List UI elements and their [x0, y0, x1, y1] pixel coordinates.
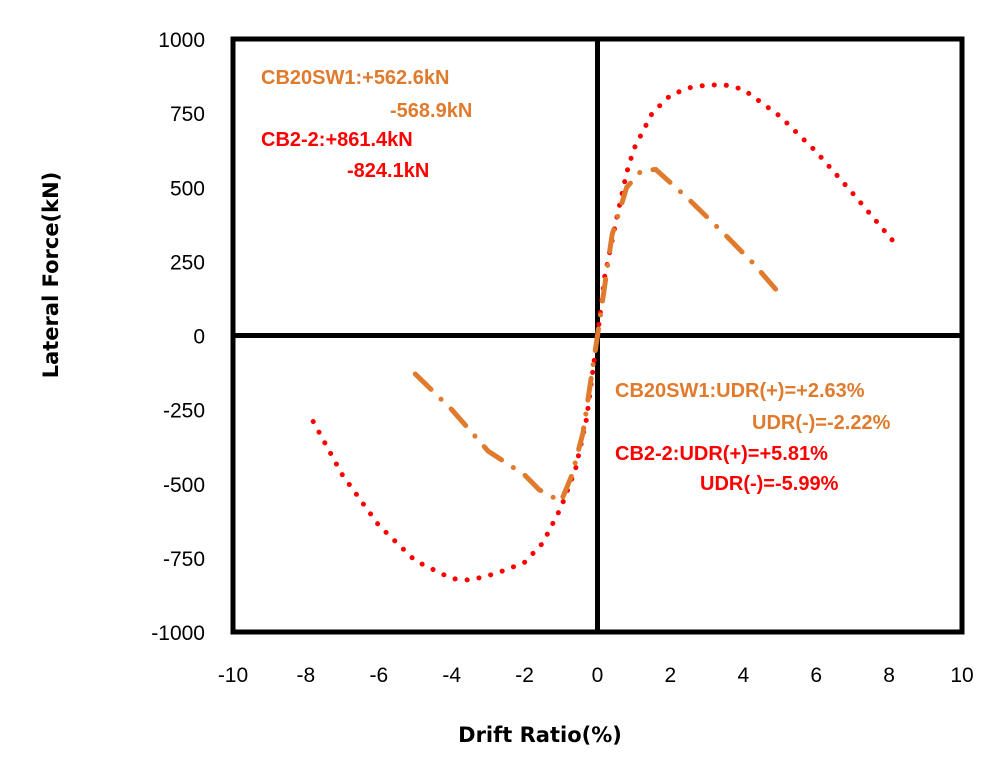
y-axis-title: Lateral Force(kN) — [39, 172, 63, 379]
y-tick-label: -750 — [163, 548, 205, 571]
series-cb20sw1 — [412, 166, 783, 506]
annotation-udr-red-1: CB2-2:UDR(+)=+5.81% — [615, 443, 828, 465]
y-tick-label: 250 — [170, 251, 205, 274]
y-tick-label: -1000 — [151, 622, 205, 645]
x-tick-label: -6 — [369, 664, 388, 687]
x-axis-title: Drift Ratio(%) — [458, 723, 622, 747]
annotation-force-red-2: -824.1kN — [347, 160, 429, 182]
annotation-force-orange-1: CB20SW1:+562.6kN — [261, 67, 449, 89]
x-tick-label: 8 — [883, 664, 895, 687]
y-tick-label: 500 — [170, 177, 205, 200]
annotation-udr-red-2: UDR(-)=-5.99% — [700, 473, 839, 495]
y-tick-label: -250 — [163, 400, 205, 423]
x-tick-label: -10 — [218, 664, 248, 687]
x-tick-label: 0 — [592, 664, 604, 687]
annotation-force-red-1: CB2-2:+861.4kN — [261, 129, 413, 151]
y-ticks: -1000 -750 -500 -250 0 250 500 750 1000 — [151, 29, 205, 645]
x-tick-label: -2 — [515, 664, 534, 687]
x-tick-label: 2 — [665, 664, 677, 687]
annotation-udr-orange-2: UDR(-)=-2.22% — [752, 412, 891, 434]
x-tick-label: 4 — [737, 664, 749, 687]
x-tick-label: -4 — [442, 664, 461, 687]
y-tick-label: -500 — [163, 474, 205, 497]
x-tick-label: 6 — [810, 664, 822, 687]
x-ticks: -10 -8 -6 -4 -2 0 2 4 6 8 10 — [218, 664, 974, 687]
annotation-udr-orange-1: CB20SW1:UDR(+)=+2.63% — [615, 380, 865, 402]
x-tick-label: -8 — [297, 664, 316, 687]
y-tick-label: 0 — [193, 326, 205, 349]
y-tick-label: 750 — [170, 103, 205, 126]
series-layer — [310, 82, 896, 583]
y-tick-label: 1000 — [158, 29, 205, 52]
annotation-force-orange-2: -568.9kN — [390, 100, 472, 122]
x-tick-label: 10 — [950, 664, 973, 687]
series-cb2-2 — [310, 82, 896, 583]
